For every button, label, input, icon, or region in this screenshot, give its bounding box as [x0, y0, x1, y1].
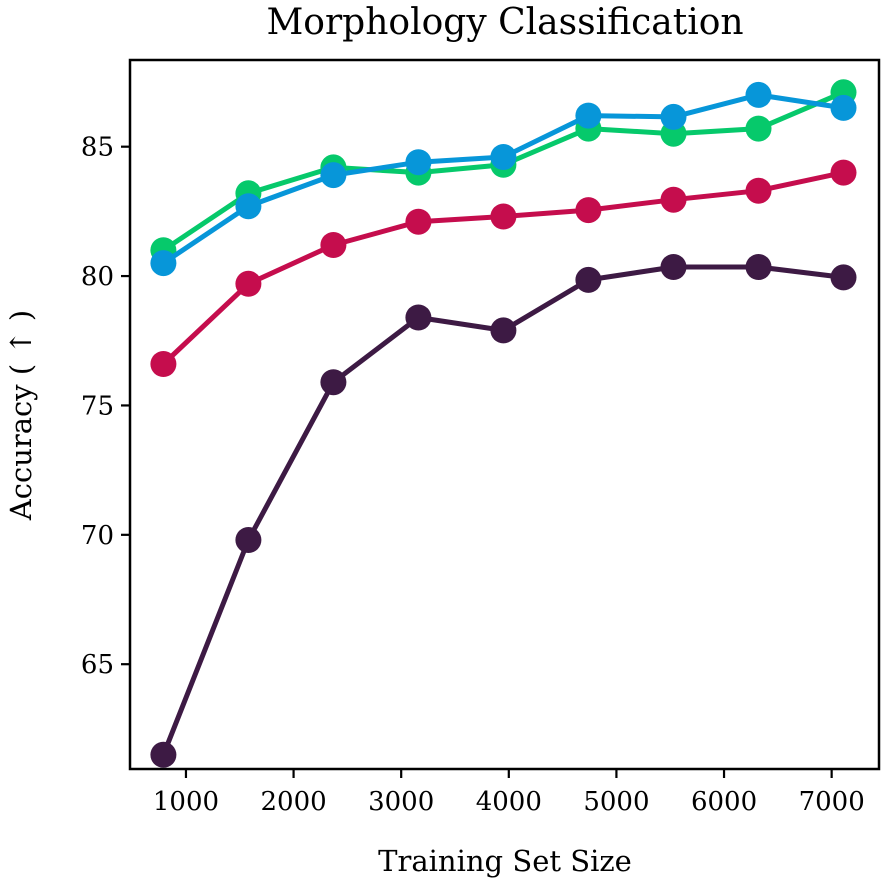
series-crimson-point [405, 208, 432, 235]
x-tick-label: 3000 [368, 787, 434, 817]
axis-ticks: 1000 2000 3000 4000 5000 6000 7000 65 70 75 80 85 [81, 133, 865, 817]
series-purple-point [745, 254, 772, 280]
series-crimson-point [830, 159, 857, 186]
series-green-point [745, 115, 772, 142]
y-tick-label: 80 [81, 262, 114, 292]
series-purple-point [150, 741, 177, 768]
series-blue [150, 81, 857, 277]
series-crimson-point [320, 232, 347, 258]
x-tick-label: 5000 [583, 787, 649, 817]
series-blue-point [660, 103, 687, 130]
y-tick-label: 75 [81, 391, 114, 421]
series-blue-point [575, 102, 602, 129]
series-crimson-point [745, 177, 772, 204]
series-purple-point [405, 304, 432, 331]
series-purple-point [830, 264, 857, 291]
series-blue-point [320, 162, 347, 189]
series-purple-point [490, 317, 517, 344]
x-tick-label: 6000 [691, 787, 757, 817]
series-crimson-point [660, 186, 687, 213]
y-tick-label: 85 [81, 133, 114, 163]
x-tick-label: 7000 [799, 787, 865, 817]
x-tick-label: 4000 [476, 787, 542, 817]
x-tick-label: 2000 [260, 787, 326, 817]
series-crimson-point [235, 270, 262, 297]
series-blue-point [490, 144, 517, 170]
series-purple-point [660, 254, 687, 280]
series-crimson-point [150, 351, 177, 377]
series-blue-point [150, 250, 177, 277]
series-purple-point [235, 527, 262, 553]
x-axis-label: Training Set Size [378, 844, 632, 878]
y-tick-label: 65 [81, 650, 114, 680]
chart-title: Morphology Classification [266, 2, 743, 43]
series-layer [150, 79, 857, 768]
y-tick-label: 70 [81, 521, 114, 551]
series-purple [150, 254, 857, 768]
series-crimson [150, 159, 857, 377]
series-purple-point [575, 266, 602, 293]
y-axis-label: Accuracy ( ↑ ) [4, 310, 38, 521]
plot-frame [128, 58, 881, 771]
series-purple-point [320, 369, 347, 396]
series-blue-point [235, 193, 262, 220]
series-blue-point [830, 94, 857, 121]
series-blue-point [745, 81, 772, 108]
x-tick-label: 1000 [153, 787, 219, 817]
series-blue-point [405, 149, 432, 176]
series-crimson-point [575, 197, 602, 224]
series-crimson-point [490, 203, 517, 230]
